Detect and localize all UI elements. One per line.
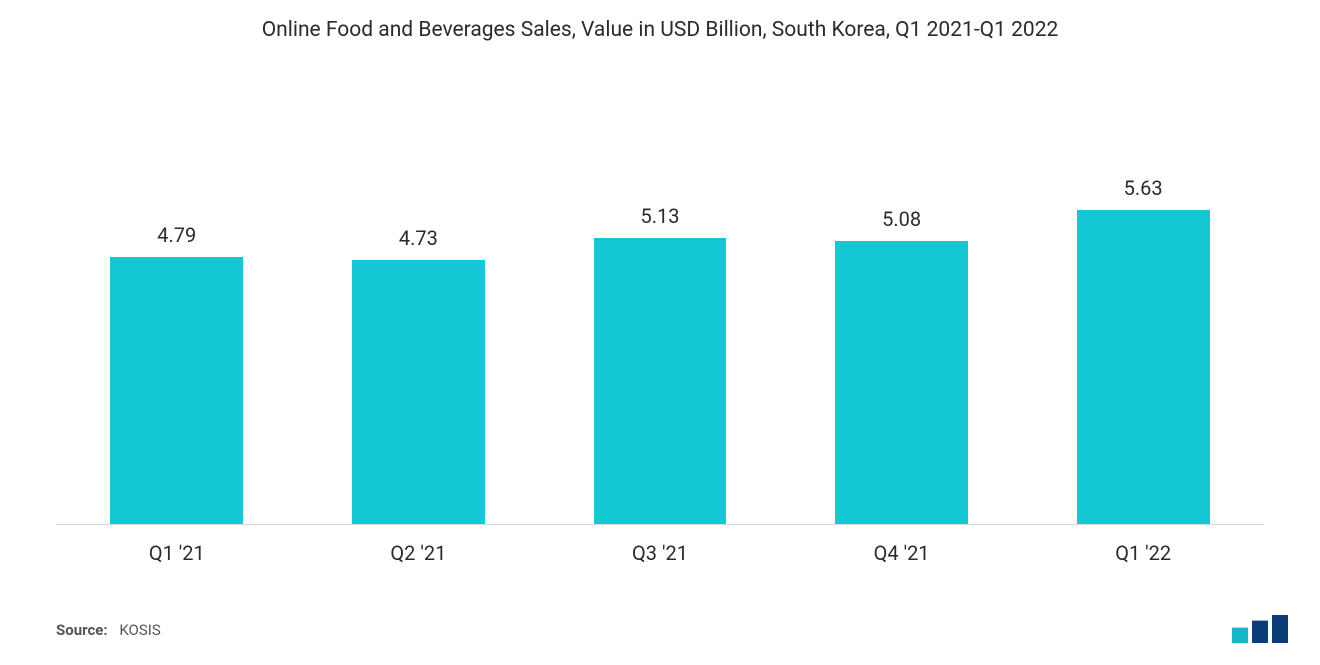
bar bbox=[1077, 210, 1210, 524]
bar-value-label: 5.63 bbox=[1022, 176, 1264, 200]
bar-value-label: 4.79 bbox=[56, 223, 298, 247]
source-text: KOSIS bbox=[119, 621, 160, 639]
bar-slot: 5.13 bbox=[539, 95, 781, 524]
source-line: Source: KOSIS bbox=[56, 621, 161, 639]
bar-slot: 4.73 bbox=[298, 95, 540, 524]
bar-chart: Online Food and Beverages Sales, Value i… bbox=[0, 0, 1320, 665]
bar bbox=[835, 241, 968, 524]
bar-value-label: 5.08 bbox=[781, 207, 1023, 231]
bar-slot: 5.08 bbox=[781, 95, 1023, 524]
x-axis-label: Q1 '21 bbox=[56, 541, 298, 565]
bar-slot: 5.63 bbox=[1022, 95, 1264, 524]
bar-value-label: 5.13 bbox=[539, 204, 781, 228]
bar bbox=[352, 260, 485, 524]
bar bbox=[594, 238, 727, 524]
bars-logo-icon bbox=[1232, 615, 1288, 643]
plot-area: 4.794.735.135.08 5.63 bbox=[56, 95, 1264, 525]
chart-title: Online Food and Beverages Sales, Value i… bbox=[0, 0, 1320, 42]
x-axis-label: Q3 '21 bbox=[539, 541, 781, 565]
x-axis-label: Q1 '22 bbox=[1022, 541, 1264, 565]
bar-value-label: 4.73 bbox=[298, 226, 540, 250]
bar bbox=[110, 257, 243, 524]
bar-slot: 4.79 bbox=[56, 95, 298, 524]
source-label: Source: bbox=[56, 621, 108, 639]
brand-logo bbox=[1232, 615, 1288, 643]
x-axis-labels: Q1 '21Q2 '21Q3 '21Q4 '21Q1 '22 bbox=[56, 541, 1264, 565]
x-axis-label: Q2 '21 bbox=[298, 541, 540, 565]
bars-container: 4.794.735.135.08 5.63 bbox=[56, 95, 1264, 524]
x-axis-label: Q4 '21 bbox=[781, 541, 1023, 565]
